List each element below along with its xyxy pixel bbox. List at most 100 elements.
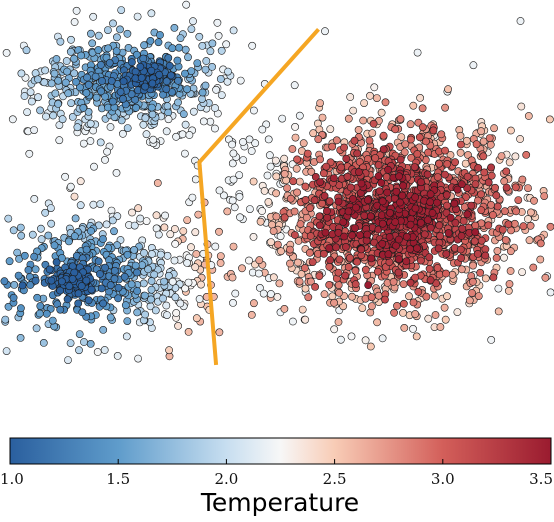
scatter-point xyxy=(76,177,85,186)
scatter-point xyxy=(431,311,440,319)
scatter-point xyxy=(358,304,367,312)
scatter-point xyxy=(49,111,58,120)
scatter-point xyxy=(0,277,9,286)
scatter-point xyxy=(101,263,109,272)
scatter-point xyxy=(216,75,225,83)
scatter-point xyxy=(286,259,294,268)
scatter-point xyxy=(433,173,442,181)
scatter-point xyxy=(433,198,441,207)
scatter-point xyxy=(142,130,151,139)
scatter-point xyxy=(272,189,280,198)
scatter-point xyxy=(249,177,258,186)
scatter-point xyxy=(506,126,515,135)
scatter-point xyxy=(351,266,360,275)
scatter-point xyxy=(433,264,442,272)
scatter-point xyxy=(301,195,310,204)
scatter-point xyxy=(162,301,171,310)
scatter-point xyxy=(9,293,18,302)
scatter-point xyxy=(214,31,223,40)
scatter-point xyxy=(58,254,66,262)
scatter-point xyxy=(293,155,301,164)
scatter-point xyxy=(344,114,353,123)
scatter-point xyxy=(269,273,278,282)
scatter-point xyxy=(339,218,348,226)
scatter-point xyxy=(164,108,173,117)
scatter-point xyxy=(156,31,164,39)
scatter-point xyxy=(489,273,498,282)
scatter-point xyxy=(42,112,50,121)
scatter-point xyxy=(64,356,72,364)
scatter-point xyxy=(184,278,193,287)
scatter-point xyxy=(160,223,169,232)
scatter-point xyxy=(154,38,163,47)
scatter-point xyxy=(474,292,483,300)
scatter-point xyxy=(113,33,121,42)
scatter-point xyxy=(504,286,513,295)
scatter-point xyxy=(94,46,103,54)
scatter-point xyxy=(524,215,532,223)
scatter-point xyxy=(116,88,125,96)
scatter-point xyxy=(180,69,189,78)
scatter-point xyxy=(325,280,334,289)
scatter-point xyxy=(47,79,56,88)
scatter-point xyxy=(451,218,460,227)
scatter-point xyxy=(116,25,124,34)
scatter-point xyxy=(487,200,495,209)
scatter-point xyxy=(183,216,192,224)
scatter-point xyxy=(442,190,451,199)
scatter-point xyxy=(197,280,205,289)
scatter-point xyxy=(121,301,130,310)
scatter-point xyxy=(280,304,289,313)
scatter-point xyxy=(119,129,127,138)
scatter-point xyxy=(463,184,471,192)
scatter-point xyxy=(273,240,282,249)
scatter-point xyxy=(162,85,171,93)
scatter-point xyxy=(441,146,449,155)
scatter-point xyxy=(133,268,141,277)
scatter-point xyxy=(442,249,451,258)
scatter-point xyxy=(20,251,29,260)
scatter-point xyxy=(55,121,64,129)
scatter-point xyxy=(328,142,337,151)
scatter-point xyxy=(413,244,421,253)
scatter-point xyxy=(346,93,355,101)
scatter-point xyxy=(109,19,117,28)
scatter-point xyxy=(360,99,368,107)
scatter-point xyxy=(73,123,82,132)
scatter-point xyxy=(264,198,273,206)
scatter-point xyxy=(133,308,142,317)
scatter-point xyxy=(193,59,202,67)
scatter-point xyxy=(492,254,501,262)
scatter-point xyxy=(280,169,289,178)
scatter-point xyxy=(330,298,338,307)
scatter-point xyxy=(192,314,201,323)
scatter-point xyxy=(174,98,182,107)
scatter-point xyxy=(123,124,132,133)
scatter-point xyxy=(290,81,299,90)
scatter-point xyxy=(315,212,324,221)
scatter-point xyxy=(80,338,88,346)
scatter-point xyxy=(485,134,494,142)
scatter-point xyxy=(18,281,27,290)
scatter-point xyxy=(487,335,496,344)
scatter-point xyxy=(395,172,403,181)
scatter-point xyxy=(14,271,23,280)
scatter-point xyxy=(286,245,294,254)
scatter-point xyxy=(110,266,119,275)
scatter-point xyxy=(114,283,123,292)
scatter-point xyxy=(303,149,312,158)
scatter-point xyxy=(299,139,308,148)
scatter-point xyxy=(335,255,344,264)
scatter-point xyxy=(47,276,56,285)
scatter-point xyxy=(369,119,378,128)
scatter-point xyxy=(292,164,301,173)
scatter-point xyxy=(363,230,372,239)
scatter-point xyxy=(229,149,238,158)
scatter-point xyxy=(469,61,478,70)
scatter-point xyxy=(92,93,101,102)
scatter-point xyxy=(468,277,477,286)
colorbar xyxy=(9,437,552,465)
scatter-point xyxy=(546,115,554,124)
scatter-point xyxy=(477,206,486,215)
scatter-point xyxy=(476,268,485,277)
